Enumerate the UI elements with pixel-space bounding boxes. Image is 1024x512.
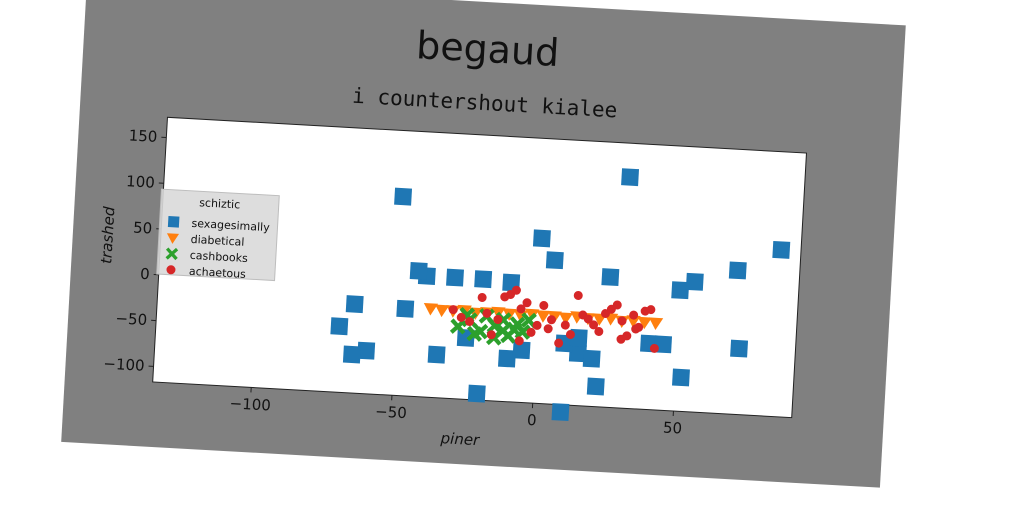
achaetous-point <box>573 291 583 301</box>
diabetical-point <box>435 304 450 318</box>
sexagesimally-point <box>498 349 516 368</box>
achaetous-point <box>526 327 536 337</box>
legend-marker-cashbooks <box>165 247 179 261</box>
sexagesimally-point <box>330 317 349 336</box>
x-tick-label: 0 <box>526 411 537 430</box>
achaetous-point <box>583 314 593 324</box>
sexagesimally-point <box>427 345 446 364</box>
figure-sheet: begaud i countershout kialee −100 −50 0 50−… <box>61 0 906 488</box>
achaetous-point <box>612 300 622 310</box>
diabetical-point <box>536 310 551 323</box>
series-achaetous <box>448 285 659 353</box>
legend-marker-achaetous <box>166 265 176 275</box>
achaetous-point <box>543 324 553 334</box>
achaetous-point <box>616 334 626 344</box>
sexagesimally-point <box>568 344 587 363</box>
achaetous-point <box>514 336 524 346</box>
plot-area: −100 −50 0 50 −100 −50 0 50 100 150 <box>103 116 808 438</box>
achaetous-point <box>516 304 526 314</box>
achaetous-point <box>629 310 639 320</box>
sexagesimally-point <box>586 377 605 396</box>
achaetous-point <box>565 330 575 340</box>
series-sexagesimally <box>330 168 791 422</box>
achaetous-point <box>522 298 532 308</box>
sexagesimally-point <box>685 272 704 291</box>
sexagesimally-point <box>474 270 493 289</box>
achaetous-point <box>456 312 466 322</box>
cashbooks-point <box>494 322 511 339</box>
sexagesimally-point <box>467 384 486 403</box>
sexagesimally-point <box>446 268 464 287</box>
x-tick-label: 50 <box>662 418 682 437</box>
legend-label: sexagesimally <box>191 217 270 234</box>
achaetous-point <box>646 305 656 315</box>
y-tick-label: 50 <box>133 218 153 237</box>
achaetous-point <box>589 320 599 330</box>
sexagesimally-point <box>730 339 749 358</box>
sexagesimally-point <box>582 349 601 368</box>
achaetous-point <box>594 327 604 337</box>
achaetous-point <box>464 317 474 327</box>
x-tick-label: −50 <box>375 402 408 422</box>
diabetical-point <box>626 315 641 328</box>
achaetous-point <box>511 285 521 295</box>
legend-label: cashbooks <box>189 249 248 265</box>
x-axis-label: piner <box>439 429 480 449</box>
y-tick-label: 150 <box>128 126 158 146</box>
legend: schiztic sexagesimallydiabeticalcashbook… <box>156 188 280 282</box>
sexagesimally-point <box>621 168 640 187</box>
sexagesimally-point <box>394 187 413 206</box>
cashbooks-point <box>449 318 466 335</box>
diabetical-point <box>558 312 574 325</box>
legend-label: achaetous <box>189 265 247 281</box>
y-tick-label: 100 <box>126 172 156 192</box>
sexagesimally-point <box>396 299 415 318</box>
cashbooks-point <box>466 325 483 342</box>
chart-title: begaud <box>415 23 560 75</box>
sexagesimally-point <box>512 341 531 360</box>
diabetical-point <box>637 316 652 330</box>
achaetous-point <box>560 320 570 330</box>
y-tick-label: −100 <box>103 355 145 375</box>
achaetous-point <box>477 292 487 302</box>
achaetous-point <box>448 305 458 315</box>
sexagesimally-point <box>456 328 475 347</box>
sexagesimally-point <box>728 261 747 280</box>
achaetous-point <box>546 315 556 325</box>
y-tick-label: 0 <box>140 265 151 284</box>
legend-label: diabetical <box>190 233 244 249</box>
achaetous-point <box>631 324 641 334</box>
sexagesimally-point <box>409 262 428 280</box>
cashbooks-point <box>506 321 523 338</box>
achaetous-point <box>493 314 503 324</box>
achaetous-point <box>649 343 659 353</box>
sexagesimally-point <box>357 341 376 360</box>
sexagesimally-point <box>601 268 620 287</box>
sexagesimally-point <box>672 368 690 387</box>
achaetous-point <box>532 320 542 330</box>
x-tick-label: −100 <box>229 394 271 414</box>
sexagesimally-point <box>532 229 551 248</box>
legend-title: schiztic <box>199 196 241 211</box>
achaetous-point <box>482 308 492 318</box>
sexagesimally-point <box>551 403 570 422</box>
sexagesimally-point <box>545 251 564 270</box>
achaetous-point <box>486 330 496 340</box>
achaetous-point <box>554 338 564 348</box>
sexagesimally-point <box>772 240 791 259</box>
legend-box <box>156 188 280 282</box>
achaetous-point <box>539 301 549 311</box>
y-tick-label: −50 <box>115 309 148 329</box>
legend-marker-diabetical <box>166 233 180 244</box>
achaetous-point <box>617 316 627 326</box>
diabetical-point <box>648 317 664 330</box>
legend-marker-sexagesimally <box>167 216 180 228</box>
y-axis-label: trashed <box>97 206 118 265</box>
sexagesimally-point <box>342 345 361 364</box>
sexagesimally-point <box>345 295 364 314</box>
legend-items: sexagesimallydiabeticalcashbooksachaetou… <box>165 216 270 281</box>
sexagesimally-point <box>671 281 690 300</box>
diabetical-point <box>423 302 439 316</box>
